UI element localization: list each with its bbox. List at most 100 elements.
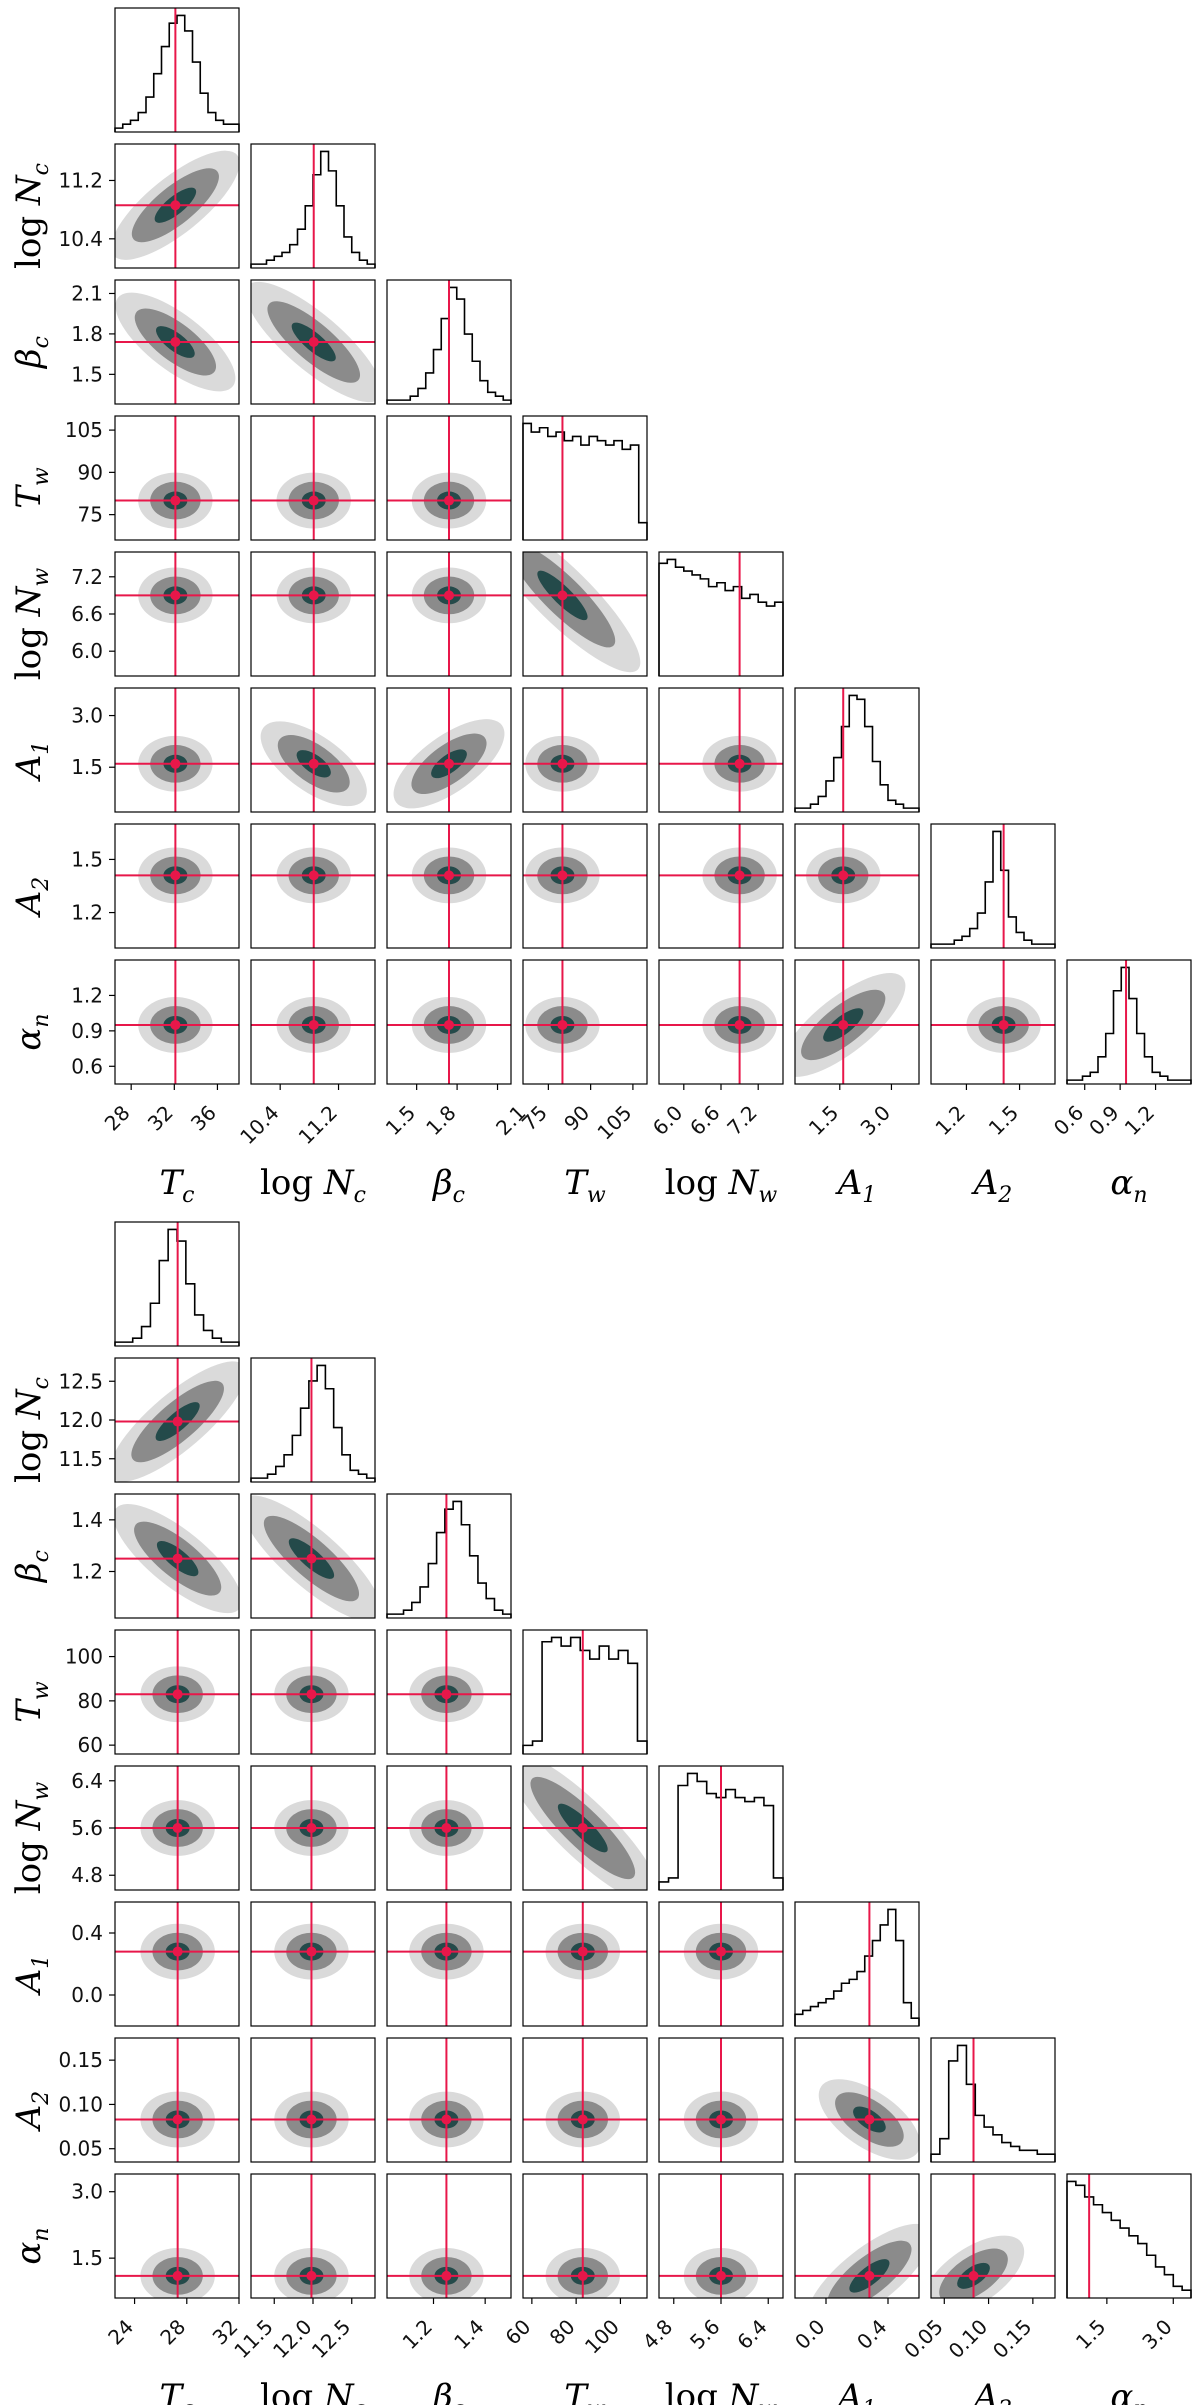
- panel-frame: [522, 1629, 648, 1755]
- x-tick-label: 60: [500, 2315, 535, 2350]
- y-tick-label: 0.10: [58, 2092, 103, 2116]
- x-tick-label: 12.5: [307, 2315, 355, 2363]
- y-tick-label: 0.6: [71, 1054, 103, 1078]
- x-axis-label: βc: [431, 2377, 465, 2405]
- x-axis-label: A2: [971, 2377, 1013, 2405]
- x-tick-label: 1.5: [804, 1101, 843, 1140]
- panel-frame: [794, 687, 920, 813]
- panel-frame: [250, 959, 376, 1085]
- y-tick-label: 5.6: [71, 1816, 103, 1840]
- panel-frame: [114, 959, 240, 1085]
- panel-frame: [250, 1765, 376, 1891]
- y-tick-label: 11.5: [58, 1447, 103, 1471]
- panel-Nw-vs-A2: [658, 2037, 784, 2163]
- x-axis-label: βc: [431, 1163, 465, 1208]
- panel-frame: [930, 2173, 1056, 2299]
- truth-marker: [172, 2114, 183, 2125]
- truth-marker: [308, 337, 319, 347]
- panel-Tc-vs-Tc: [114, 7, 240, 133]
- truth-marker: [308, 870, 319, 881]
- y-axis-label: log Nc: [9, 1377, 54, 1483]
- truth-marker: [170, 495, 181, 506]
- panel-αn-vs-αn: 1.5 3.0: [1066, 2173, 1192, 2354]
- panel-frame: [658, 1901, 784, 2027]
- x-tick-label: 1.2: [398, 2315, 437, 2354]
- y-axis-label: log Nw: [9, 568, 54, 681]
- panel-Nw-vs-αn: 4.8 5.6 6.4: [638, 2173, 784, 2354]
- y-tick-label: 6.6: [71, 602, 103, 626]
- panel-Tw-vs-Tw: [522, 415, 648, 541]
- y-axis-label: A1: [9, 741, 54, 783]
- x-axis-label: log Nc: [260, 2377, 366, 2405]
- truth-marker: [172, 1553, 183, 1564]
- x-tick-label: 6.0: [648, 1101, 687, 1140]
- x-axis-label: log Nc: [260, 1163, 366, 1208]
- panel-βc-vs-βc: [386, 1493, 512, 1619]
- panel-frame: [114, 823, 240, 949]
- panel-Nc-vs-Tw: [250, 415, 376, 541]
- panel-βc-vs-A1: [386, 687, 512, 813]
- x-tick-label: 0.0: [790, 2315, 829, 2354]
- truth-marker: [838, 1019, 849, 1030]
- panel-A1-vs-A1: [794, 1901, 920, 2027]
- x-axis-label: A1: [835, 1163, 877, 1208]
- panel-frame: [386, 1493, 512, 1619]
- y-axis-label: A2: [9, 2091, 54, 2133]
- truth-marker: [441, 1823, 452, 1833]
- x-tick-label: 100: [580, 2315, 624, 2359]
- y-tick-label: 75: [78, 503, 103, 527]
- truth-marker: [306, 2270, 317, 2281]
- panel-frame: [250, 2037, 376, 2163]
- panel-frame: [386, 2037, 512, 2163]
- truth-marker: [557, 590, 568, 601]
- y-tick-label: 1.2: [71, 901, 103, 925]
- truth-marker: [170, 337, 181, 347]
- truth-marker: [441, 1946, 452, 1957]
- panel-frame: [114, 2037, 240, 2163]
- panel-Nc-vs-Nw: [250, 1765, 376, 1891]
- panel-frame: [386, 823, 512, 949]
- y-tick-label: 1.5: [71, 755, 103, 779]
- panel-Tc-vs-βc: 1.2 1.4: [71, 1493, 240, 1619]
- x-axis-label: αn: [1110, 1163, 1147, 1208]
- x-axis-label: αn: [1110, 2377, 1147, 2405]
- panel-frame: [658, 687, 784, 813]
- panel-Nw-vs-Nw: [658, 1765, 784, 1891]
- x-tick-label: 1.2: [930, 1101, 969, 1140]
- panel-Nc-vs-Nc: [250, 1357, 376, 1483]
- panel-Tc-vs-A2: 1.2 1.5: [71, 823, 240, 949]
- panel-frame: [114, 415, 240, 541]
- x-tick-label: 1.4: [449, 2315, 488, 2354]
- panel-Tc-vs-A2: 0.05 0.10 0.15: [58, 2037, 240, 2163]
- y-tick-label: 1.5: [71, 2246, 103, 2270]
- x-axis-label: log Nw: [665, 2377, 778, 2405]
- x-tick-label: 32: [143, 1101, 178, 1136]
- y-tick-label: 0.4: [71, 1921, 103, 1945]
- x-tick-label: 6.6: [685, 1101, 724, 1140]
- panel-Nw-vs-αn: 6.06.67.2: [648, 959, 784, 1140]
- panel-A1-vs-A2: [794, 823, 920, 949]
- x-tick-label: 0.4: [852, 2315, 891, 2354]
- panel-Tc-vs-αn: 0.6 0.9 1.2 28 32 36: [71, 959, 240, 1136]
- histogram-step: [522, 422, 648, 540]
- x-axis-label: log Nw: [665, 1163, 778, 1208]
- panel-βc-vs-βc: [386, 279, 512, 405]
- panel-frame: [114, 2173, 240, 2299]
- truth-marker: [441, 2270, 452, 2281]
- truth-marker: [444, 870, 454, 881]
- panel-βc-vs-Tw: [386, 1629, 512, 1755]
- truth-marker: [734, 1019, 745, 1030]
- truth-marker: [170, 200, 181, 211]
- panel-frame: [114, 687, 240, 813]
- histogram-step: [386, 1500, 512, 1618]
- x-axis-label: Tw: [564, 2377, 606, 2405]
- panel-Tw-vs-αn: 60 80 100: [500, 2173, 648, 2359]
- x-tick-label: 1.8: [421, 1101, 460, 1140]
- x-tick-label: 0.6: [1049, 1101, 1088, 1140]
- panel-Tw-vs-Tw: [522, 1629, 648, 1755]
- truth-marker: [557, 870, 568, 881]
- panel-frame: [250, 1357, 376, 1483]
- panel-Nc-vs-αn: 10.4 11.2: [235, 959, 376, 1149]
- panel-frame: [794, 959, 920, 1085]
- y-axis-label: A2: [9, 877, 54, 919]
